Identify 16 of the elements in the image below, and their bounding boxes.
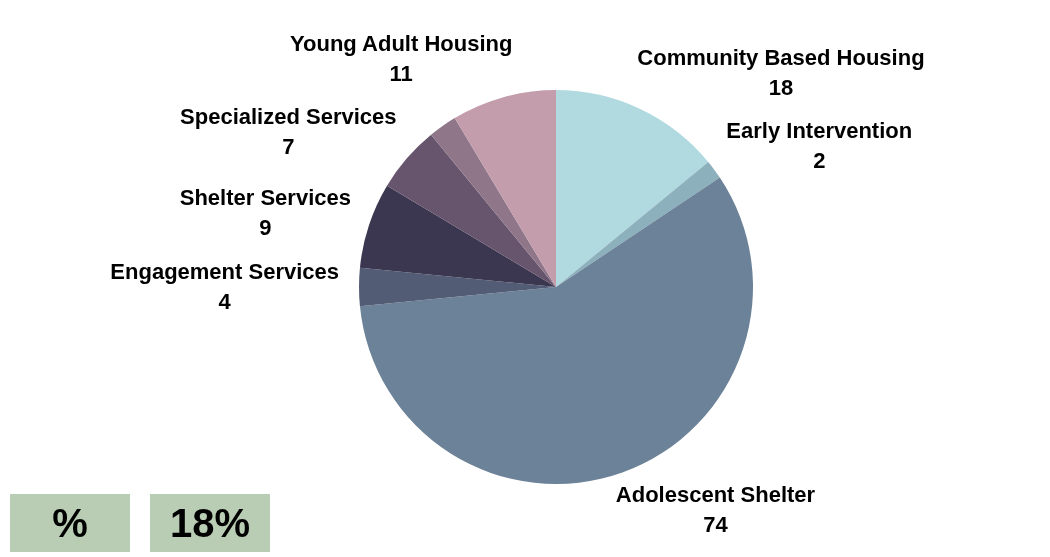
slice-label: Engagement Services [110, 259, 340, 285]
data-label: 2 [813, 147, 826, 173]
data-label: 4 [218, 289, 232, 315]
slice-label: Adolescent Shelter [615, 482, 816, 508]
slice-label: Early Intervention [726, 117, 913, 143]
data-label: 9 [259, 214, 272, 240]
slice-label: Community Based Housing [637, 44, 925, 70]
data-label: 74 [703, 512, 729, 538]
slice-label: Shelter Services [179, 184, 351, 210]
slice-label: Young Adult Housing [289, 30, 513, 56]
data-label: 7 [282, 134, 295, 160]
text: % [10, 494, 130, 552]
data-label: 11 [389, 60, 413, 86]
slice-label: Specialized Services [180, 104, 397, 130]
data-label: 18 [768, 74, 794, 100]
text: 18% [150, 494, 270, 552]
